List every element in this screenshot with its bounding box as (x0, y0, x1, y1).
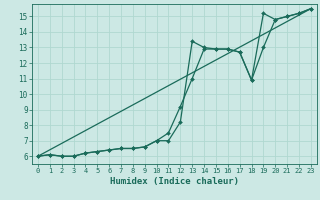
X-axis label: Humidex (Indice chaleur): Humidex (Indice chaleur) (110, 177, 239, 186)
